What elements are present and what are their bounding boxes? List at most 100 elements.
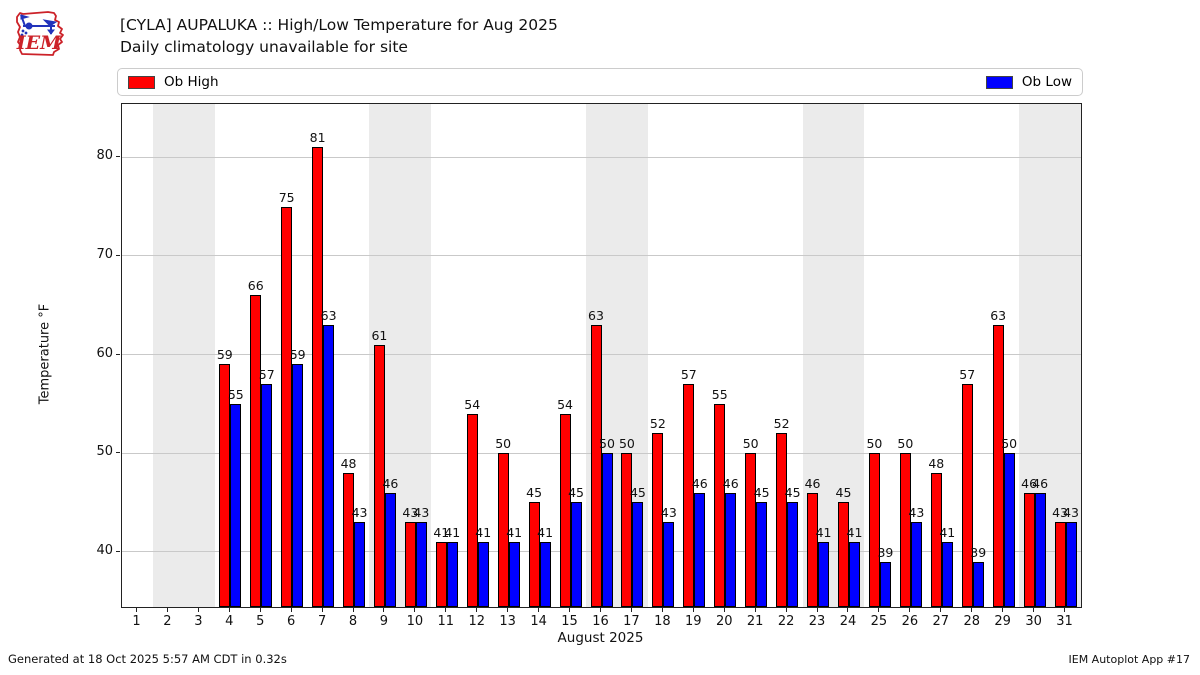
x-tick-31 <box>1064 608 1066 612</box>
bar-high-13 <box>497 453 509 607</box>
x-tick-7 <box>321 608 323 612</box>
bar-low-4 <box>230 403 242 607</box>
bar-low-5 <box>261 384 273 607</box>
bar-high-27 <box>930 472 942 607</box>
x-tick-label-29: 29 <box>994 614 1011 629</box>
x-tick-label-10: 10 <box>406 614 424 629</box>
x-tick-label-11: 11 <box>437 614 455 629</box>
x-tick-label-23: 23 <box>808 614 826 629</box>
y-tick-50 <box>116 452 120 454</box>
y-tick-80 <box>116 156 120 158</box>
bar-label-low-21: 45 <box>753 485 770 501</box>
weekend-band <box>152 104 215 607</box>
x-tick-29 <box>1002 608 1004 612</box>
x-tick-3 <box>197 608 199 612</box>
bar-low-31 <box>1065 522 1077 607</box>
bar-label-low-7: 63 <box>320 307 337 323</box>
x-tick-22 <box>785 608 787 612</box>
bar-high-6 <box>281 206 293 607</box>
x-axis-title: August 2025 <box>557 630 644 646</box>
x-tick-20 <box>723 608 725 612</box>
y-tick-label-50: 50 <box>96 444 113 460</box>
x-tick-label-25: 25 <box>870 614 888 629</box>
bar-high-4 <box>219 364 231 607</box>
bar-label-low-28: 39 <box>970 544 987 560</box>
chart-subtitle: Daily climatology unavailable for site <box>120 38 408 56</box>
x-tick-label-28: 28 <box>963 614 980 629</box>
bar-high-7 <box>312 147 324 607</box>
legend-low-label: Ob Low <box>1021 74 1072 90</box>
bar-label-high-19: 57 <box>680 367 697 383</box>
bar-high-17 <box>621 453 633 607</box>
x-tick-1 <box>135 608 137 612</box>
plot-area: 59 55 66 57 75 59 81 63 48 43 61 46 43 43 41 41 54 41 50 41… <box>121 103 1082 608</box>
x-tick-21 <box>754 608 756 612</box>
bar-low-12 <box>477 541 489 607</box>
bar-label-high-17: 50 <box>618 436 635 452</box>
legend-high-label: Ob High <box>164 74 219 90</box>
bar-label-low-19: 46 <box>691 475 708 491</box>
y-tick-label-70: 70 <box>96 246 113 262</box>
bar-low-13 <box>508 541 520 607</box>
bar-low-16 <box>601 453 613 607</box>
bar-label-high-14: 45 <box>526 485 543 501</box>
bar-label-low-5: 57 <box>258 367 275 383</box>
bar-low-15 <box>570 502 582 607</box>
bar-label-high-15: 54 <box>557 396 574 412</box>
x-tick-label-15: 15 <box>561 614 578 629</box>
bar-label-high-18: 52 <box>649 416 666 432</box>
bar-low-21 <box>756 502 768 607</box>
bar-low-14 <box>539 541 551 607</box>
y-tick-70 <box>116 254 120 256</box>
bar-low-25 <box>879 561 891 607</box>
x-tick-18 <box>661 608 663 612</box>
x-tick-label-2: 2 <box>163 614 172 629</box>
bar-label-low-27: 41 <box>939 524 956 540</box>
gridline-60 <box>122 354 1081 355</box>
x-tick-2 <box>166 608 168 612</box>
bar-low-8 <box>354 522 366 607</box>
bar-low-11 <box>446 541 458 607</box>
bar-label-high-9: 61 <box>371 327 388 343</box>
bar-label-high-11: 41 <box>433 524 450 540</box>
bar-low-10 <box>415 522 427 607</box>
bar-high-12 <box>466 413 478 607</box>
chart-title: [CYLA] AUPALUKA :: High/Low Temperature … <box>120 16 558 34</box>
bar-label-low-20: 46 <box>722 475 739 491</box>
x-tick-19 <box>692 608 694 612</box>
x-tick-label-20: 20 <box>715 614 733 629</box>
bar-label-low-4: 55 <box>227 386 244 402</box>
bar-high-28 <box>961 384 973 607</box>
bar-label-low-29: 50 <box>1001 436 1018 452</box>
bar-high-20 <box>714 403 726 607</box>
bar-high-14 <box>528 502 540 607</box>
x-tick-14 <box>538 608 540 612</box>
x-tick-25 <box>878 608 880 612</box>
bar-label-low-9: 46 <box>382 475 399 491</box>
x-tick-label-17: 17 <box>623 614 640 629</box>
bar-label-high-12: 54 <box>464 396 481 412</box>
bar-label-high-30: 46 <box>1021 475 1038 491</box>
bar-low-6 <box>292 364 304 607</box>
x-tick-label-21: 21 <box>746 614 764 629</box>
bar-high-26 <box>899 453 911 607</box>
x-tick-label-9: 9 <box>379 614 389 629</box>
bar-label-high-22: 52 <box>773 416 790 432</box>
bar-label-high-27: 48 <box>928 455 945 471</box>
x-tick-label-24: 24 <box>839 614 857 629</box>
y-tick-label-80: 80 <box>96 148 113 164</box>
x-tick-label-6: 6 <box>287 614 296 629</box>
legend-high-swatch <box>128 75 155 89</box>
x-tick-30 <box>1033 608 1035 612</box>
bar-high-18 <box>652 433 664 607</box>
bar-label-low-18: 43 <box>660 505 677 521</box>
legend-entry-high: Ob High <box>128 74 219 90</box>
bar-label-high-28: 57 <box>959 367 976 383</box>
x-tick-5 <box>259 608 261 612</box>
x-tick-17 <box>630 608 632 612</box>
bar-label-high-6: 75 <box>278 189 295 205</box>
bar-low-17 <box>632 502 644 607</box>
legend-entry-low: Ob Low <box>985 74 1072 90</box>
bar-low-20 <box>725 492 737 607</box>
bar-label-low-14: 41 <box>537 524 554 540</box>
